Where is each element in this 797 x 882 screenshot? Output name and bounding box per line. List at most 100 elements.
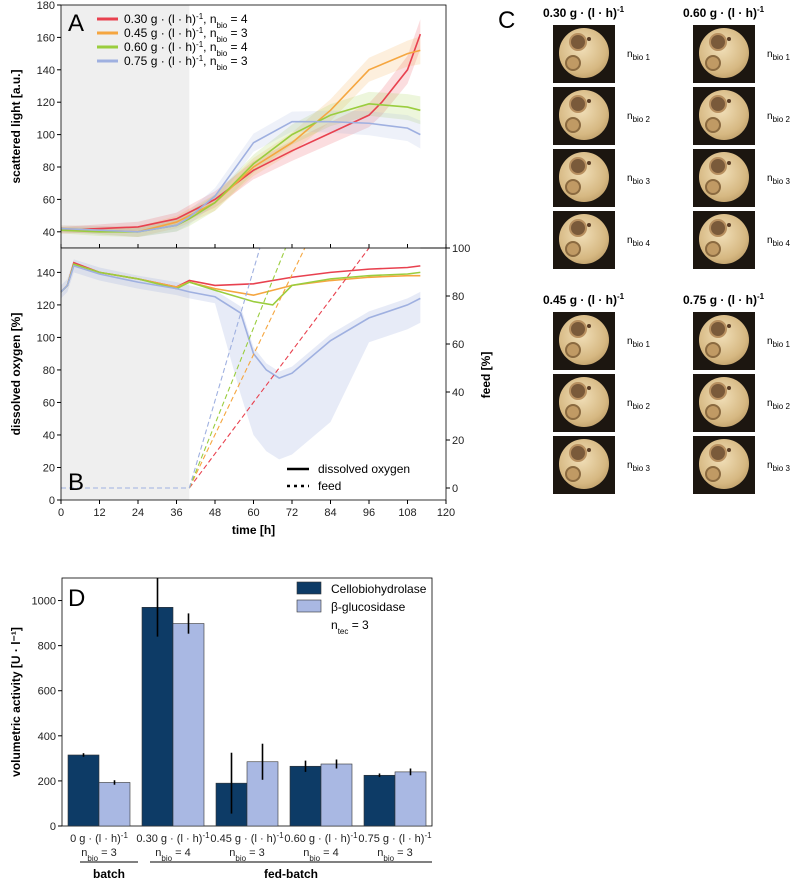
x-tick-label-b-2: 24 [132,507,144,519]
legend-label-a-0: 0.30 g · (l · h)-1, nbio = 4 [124,12,248,30]
y-tick-label-a-3: 100 [37,130,55,142]
y-tick-label-a-4: 120 [37,97,55,109]
plate-photo [693,211,755,269]
bar-bgl-4 [394,771,427,827]
y-tick-label-a-6: 160 [37,32,55,44]
category-label-3: 0.60 g · (l · h)-1 [284,831,358,846]
plate-label: nbio 2 [767,111,790,124]
category-sub-label-2: nbio = 3 [229,847,264,863]
plate-photo [693,25,755,83]
group-label-batch: batch [93,867,125,881]
do-line-3 [60,264,421,379]
x-tick-label-b-10: 120 [437,507,455,519]
y-tick-label-b-6: 120 [37,300,55,312]
legend-label-a-1: 0.45 g · (l · h)-1, nbio = 3 [124,26,248,44]
category-sub-label-4: nbio = 3 [377,847,412,863]
plate-group-title-0: 0.30 g · (l · h)-1 [543,5,625,20]
confidence-band-a-0 [61,19,421,234]
plate-group-title-3: 0.75 g · (l · h)-1 [683,292,765,307]
plate-photo [553,211,615,269]
legend-label-do: dissolved oxygen [318,462,410,476]
y-tick-label-d-4: 800 [38,641,56,653]
y-axis-label-a: scattered light [a.u.] [9,69,23,183]
plate-group-title-2: 0.45 g · (l · h)-1 [543,292,625,307]
plate-label: nbio 4 [627,235,650,248]
bar-bgl-3 [320,763,353,827]
bar-cbh-4 [363,774,396,827]
plate-photo [553,436,615,494]
bar-cbh-0 [67,754,100,827]
do-line-0 [60,261,421,293]
feed-line-6 [188,247,287,489]
y2-axis-label-b: feed [%] [479,352,493,399]
y-tick-label-a-0: 40 [43,227,55,239]
bar-bgl-1 [172,623,205,827]
plate-photo [553,25,615,83]
y-tick-label-b-3: 60 [43,397,55,409]
y-axis-label-b: dissolved oxygen [%] [9,313,23,436]
plate-label: nbio 3 [767,460,790,473]
confidence-band-a-2 [61,91,421,237]
plate-label: nbio 3 [627,460,650,473]
legend-swatch-d-0 [296,581,322,595]
plate-photo [553,374,615,432]
plate-photo [693,312,755,370]
y-tick-label-d-5: 1000 [32,596,56,608]
feed-line-4 [188,247,370,489]
series-line-a-3 [60,120,421,233]
x-tick-label-b-4: 48 [209,507,221,519]
legend-note-d: ntec = 3 [331,618,369,636]
y-tick-label-a-1: 60 [43,194,55,206]
plate-label: nbio 4 [767,235,790,248]
feed-line-7 [188,247,261,489]
confidence-band-a-1 [61,36,421,237]
plate-photo [553,87,615,145]
plate-photo [693,374,755,432]
group-label-fed-batch: fed-batch [264,867,318,881]
legend-label-a-3: 0.75 g · (l · h)-1, nbio = 3 [124,54,248,72]
plate-label: nbio 2 [627,398,650,411]
plate-label: nbio 1 [627,336,650,349]
legend-label-feed: feed [318,479,341,493]
legend-swatch-d-1 [296,599,322,613]
y-tick-label-d-2: 400 [38,731,56,743]
y-axis-label-d: volumetric activity [U · l⁻¹] [9,627,23,777]
y2-tick-label-b-2: 40 [452,387,464,399]
x-axis-label-b: time [h] [232,523,275,537]
x-tick-label-b-8: 96 [363,507,375,519]
y-tick-label-d-3: 600 [38,686,56,698]
y-tick-label-b-2: 40 [43,430,55,442]
feed-line-5 [188,247,306,489]
x-tick-label-b-0: 0 [58,507,64,519]
plate-label: nbio 2 [767,398,790,411]
plate-photo [693,436,755,494]
confidence-band-a-3 [61,110,421,237]
plate-photo [693,149,755,207]
plate-photo [693,87,755,145]
category-label-1: 0.30 g · (l · h)-1 [136,831,210,846]
x-tick-label-b-1: 12 [93,507,105,519]
panel-label-a: A [68,10,84,37]
plate-label: nbio 1 [767,336,790,349]
y-tick-label-d-1: 200 [38,776,56,788]
y2-tick-label-b-0: 0 [452,483,458,495]
y-tick-label-b-1: 20 [43,462,55,474]
y-tick-label-a-7: 180 [37,0,55,12]
y-tick-label-b-4: 80 [43,365,55,377]
y2-tick-label-b-3: 60 [452,339,464,351]
y2-tick-label-b-5: 100 [452,243,470,255]
plate-label: nbio 1 [627,49,650,62]
y-tick-label-b-5: 100 [37,332,55,344]
category-label-0: 0 g · (l · h)-1 [70,831,128,846]
series-line-a-0 [60,33,422,231]
legend-label-a-2: 0.60 g · (l · h)-1, nbio = 4 [124,40,248,58]
category-sub-label-1: nbio = 4 [155,847,190,863]
plate-label: nbio 3 [627,173,650,186]
y-tick-label-b-7: 140 [37,267,55,279]
category-sub-label-3: nbio = 4 [303,847,338,863]
y2-tick-label-b-4: 80 [452,291,464,303]
category-label-2: 0.45 g · (l · h)-1 [210,831,284,846]
y-tick-label-a-2: 80 [43,162,55,174]
y-tick-label-a-5: 140 [37,65,55,77]
